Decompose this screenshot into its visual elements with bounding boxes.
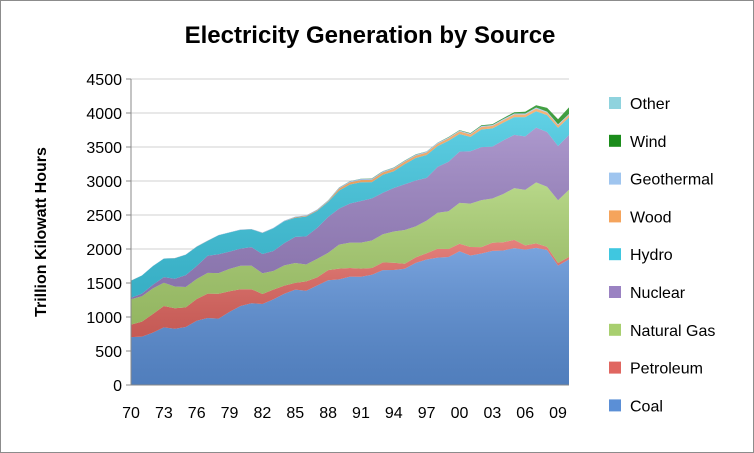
- legend-swatch-nuclear: [609, 286, 621, 298]
- legend-swatch-other: [609, 97, 621, 109]
- y-tick-label: 1500: [86, 276, 122, 293]
- x-tick-label: 00: [451, 405, 469, 422]
- legend-label-petroleum: Petroleum: [630, 361, 703, 378]
- y-tick-label: 4500: [86, 72, 122, 89]
- area-shade-nuclear: [131, 127, 569, 300]
- legend-swatch-wind: [609, 134, 621, 147]
- legend-label-natural-gas: Natural Gas: [630, 323, 715, 340]
- x-tick-label: 91: [352, 405, 370, 422]
- legend-label-wind: Wind: [630, 134, 666, 151]
- y-tick-labels: 0 500 1000 1500 2000 2500 3000 3500 4000 4500: [86, 72, 122, 395]
- area-shade-coal: [131, 247, 569, 385]
- legend-swatch-petroleum: [609, 361, 621, 374]
- legend-label-wood: Wood: [630, 209, 672, 226]
- legend-label-hydro: Hydro: [630, 247, 673, 264]
- x-tick-label: 88: [319, 405, 337, 422]
- legend-label-other: Other: [630, 96, 671, 113]
- y-tick-label: 4000: [86, 106, 122, 123]
- area-shade-hydro: [131, 111, 569, 298]
- y-tick-label: 2500: [86, 208, 122, 225]
- y-tick-label: 3500: [86, 140, 122, 157]
- chart-title: Electricity Generation by Source: [184, 22, 556, 49]
- axes: [130, 79, 569, 386]
- y-tick-label: 1000: [86, 310, 122, 327]
- x-tick-label: 97: [418, 405, 436, 422]
- legend-label-nuclear: Nuclear: [630, 285, 686, 302]
- y-tick-label: 2000: [86, 242, 122, 259]
- x-tick-label: 03: [483, 405, 501, 422]
- x-tick-label: 82: [254, 405, 272, 422]
- legend-label-coal: Coal: [630, 398, 663, 415]
- x-tick-label: 09: [549, 405, 567, 422]
- legend-label-geothermal: Geothermal: [630, 172, 714, 189]
- y-tick-label: 3000: [86, 174, 122, 191]
- x-tick-label: 06: [516, 405, 534, 422]
- legend-swatch-geothermal: [609, 172, 621, 185]
- legend-swatch-wood: [609, 210, 621, 223]
- x-tick-label: 79: [221, 405, 239, 422]
- legend: Other Wind Geothermal Wood Hydro Nuclear Natur…: [609, 96, 715, 415]
- x-tick-label: 73: [155, 405, 173, 422]
- x-tick-label: 76: [188, 405, 206, 422]
- legend-swatch-coal: [609, 399, 621, 412]
- area-series-group: [131, 105, 569, 385]
- x-tick-label: 94: [385, 405, 403, 422]
- area-shade-natural-gas: [131, 182, 569, 325]
- x-tick-label: 85: [286, 405, 304, 422]
- y-tick-label: 500: [95, 344, 122, 361]
- x-tick-labels: 70 73 76 79 82 85 88 91 94 97 00 03 06 09: [122, 405, 567, 422]
- area-shade-petroleum: [131, 239, 569, 338]
- legend-swatch-hydro: [609, 248, 621, 261]
- y-tick-label: 0: [113, 378, 122, 395]
- legend-swatch-natural-gas: [609, 323, 621, 336]
- x-tick-label: 70: [122, 405, 140, 422]
